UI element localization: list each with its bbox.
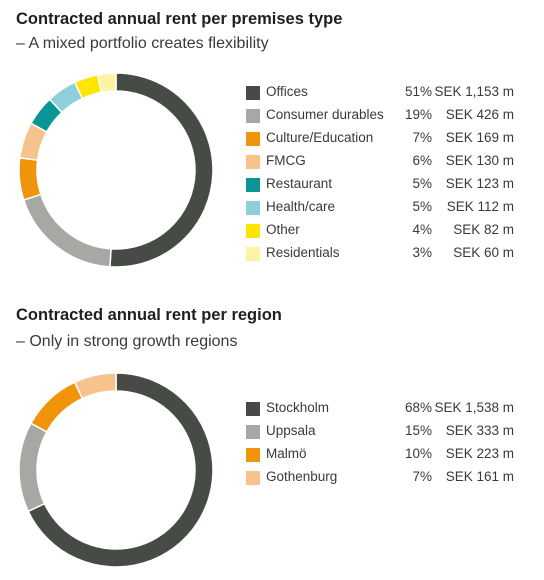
- legend-label: Other: [266, 222, 300, 237]
- legend-amount: SEK 1,538 m: [434, 400, 514, 415]
- legend-amount: SEK 333 m: [445, 423, 514, 438]
- donut-slice: [96, 72, 117, 94]
- region-chart: Contracted annual rent per region – Only…: [0, 300, 544, 570]
- legend-amount: SEK 112 m: [446, 199, 514, 214]
- chart-subtitle: – A mixed portfolio creates flexibility: [16, 35, 269, 52]
- legend-amount: SEK 1,153 m: [434, 84, 514, 99]
- legend-percent: 3%: [412, 245, 432, 260]
- donut-chart: [18, 372, 214, 568]
- legend-item: Culture/Education 7% SEK 169 m: [246, 128, 520, 151]
- donut-slice: [18, 422, 48, 513]
- legend-swatch: [246, 247, 260, 261]
- legend-label: Malmö: [266, 446, 307, 461]
- legend-swatch: [246, 132, 260, 146]
- donut-slice: [73, 372, 117, 400]
- legend-percent: 6%: [412, 153, 432, 168]
- chart-title: Contracted annual rent per region: [16, 306, 282, 324]
- legend-amount: SEK 161 m: [445, 469, 514, 484]
- premises-type-chart: Contracted annual rent per premises type…: [16, 10, 520, 268]
- legend-percent: 5%: [412, 199, 432, 214]
- chart-legend: Offices 51% SEK 1,153 m Consumer durables 19…: [246, 82, 520, 266]
- legend-amount: SEK 60 m: [453, 245, 514, 260]
- donut-slice: [109, 72, 214, 268]
- legend-item: Offices 51% SEK 1,153 m: [246, 82, 520, 105]
- legend-swatch: [246, 471, 260, 485]
- legend-label: Uppsala: [266, 423, 316, 438]
- legend-item: Restaurant 5% SEK 123 m: [246, 174, 520, 197]
- donut-slice: [18, 157, 42, 201]
- chart-legend: Stockholm 68% SEK 1,538 m Uppsala 15% SEK 333…: [246, 398, 520, 490]
- legend-label: Residentials: [266, 245, 340, 260]
- legend-amount: SEK 123 m: [445, 176, 514, 191]
- legend-item: FMCG 6% SEK 130 m: [246, 151, 520, 174]
- legend-amount: SEK 223 m: [445, 446, 514, 461]
- legend-swatch: [246, 402, 260, 416]
- legend-amount: SEK 169 m: [445, 130, 514, 145]
- legend-percent: 5%: [412, 176, 432, 191]
- legend-item: Other 4% SEK 82 m: [246, 220, 520, 243]
- legend-swatch: [246, 448, 260, 462]
- legend-label: FMCG: [266, 153, 306, 168]
- legend-swatch: [246, 155, 260, 169]
- legend-percent: 10%: [404, 446, 432, 461]
- legend-percent: 51%: [404, 84, 432, 99]
- legend-item: Residentials 3% SEK 60 m: [246, 243, 520, 266]
- legend-percent: 7%: [412, 130, 432, 145]
- legend-label: Stockholm: [266, 400, 330, 415]
- legend-swatch: [246, 86, 260, 100]
- legend-label: Consumer durables: [266, 107, 384, 122]
- legend-swatch: [246, 425, 260, 439]
- donut-slice: [27, 372, 214, 568]
- legend-label: Offices: [266, 84, 308, 99]
- legend-label: Health/care: [266, 199, 336, 214]
- legend-label: Gothenburg: [266, 469, 338, 484]
- legend-swatch: [246, 109, 260, 123]
- legend-swatch: [246, 224, 260, 238]
- legend-percent: 4%: [412, 222, 432, 237]
- legend-label: Restaurant: [266, 176, 333, 191]
- legend-label: Culture/Education: [266, 130, 374, 145]
- legend-item: Malmö 10% SEK 223 m: [246, 444, 520, 467]
- legend-amount: SEK 130 m: [445, 153, 514, 168]
- legend-amount: SEK 82 m: [453, 222, 514, 237]
- legend-percent: 19%: [404, 107, 432, 122]
- legend-swatch: [246, 201, 260, 215]
- legend-percent: 68%: [404, 400, 432, 415]
- chart-title: Contracted annual rent per premises type: [16, 10, 343, 28]
- legend-item: Health/care 5% SEK 112 m: [246, 197, 520, 220]
- donut-chart: [18, 72, 214, 268]
- legend-percent: 7%: [412, 469, 432, 484]
- legend-swatch: [246, 178, 260, 192]
- legend-percent: 15%: [404, 423, 432, 438]
- legend-item: Consumer durables 19% SEK 426 m: [246, 105, 520, 128]
- legend-amount: SEK 426 m: [445, 107, 514, 122]
- legend-item: Stockholm 68% SEK 1,538 m: [246, 398, 520, 421]
- legend-item: Uppsala 15% SEK 333 m: [246, 421, 520, 444]
- chart-subtitle: – Only in strong growth regions: [16, 333, 238, 350]
- donut-slice: [29, 381, 84, 433]
- legend-item: Gothenburg 7% SEK 161 m: [246, 467, 520, 490]
- donut-slice: [22, 193, 112, 268]
